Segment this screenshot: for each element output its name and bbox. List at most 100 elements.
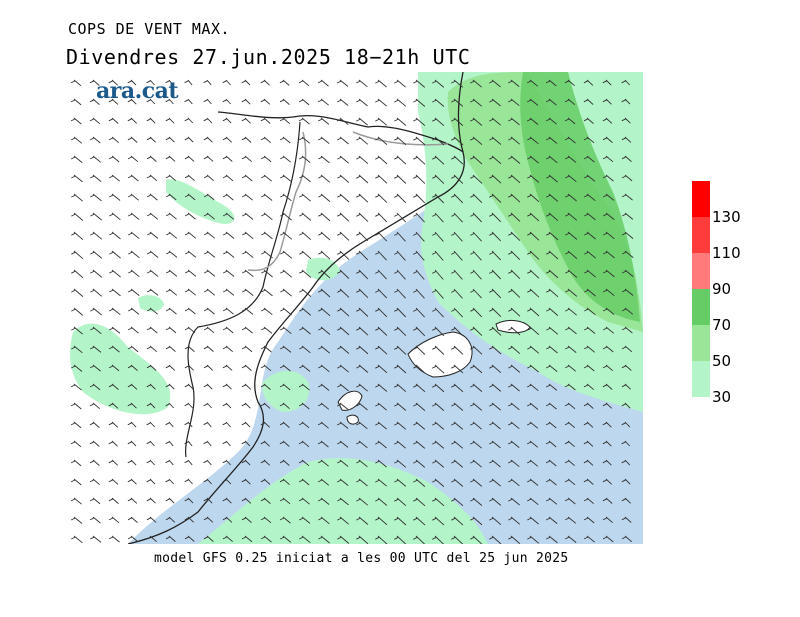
wind-barb	[564, 383, 576, 391]
wind-barb	[203, 345, 214, 352]
wind-barb	[298, 364, 311, 372]
wind-barb	[70, 497, 82, 505]
wind-barb	[165, 402, 175, 409]
wind-barb	[70, 117, 82, 125]
wind-barb	[90, 269, 103, 278]
wind-barb	[127, 440, 137, 447]
wind-barb	[184, 117, 194, 124]
gust-zone-30-inland-b	[138, 295, 164, 312]
wind-barb	[375, 269, 387, 280]
wind-barb	[241, 383, 252, 390]
wind-barb	[508, 402, 520, 411]
model-footer: model GFS 0.25 iniciat a les 00 UTC del …	[154, 551, 569, 566]
wind-barb	[602, 326, 615, 334]
wind-barb	[146, 307, 158, 315]
wind-barb	[507, 459, 520, 468]
wind-barb	[489, 421, 501, 430]
wind-barb	[545, 516, 558, 524]
wind-barb	[71, 345, 83, 354]
wind-barb	[432, 345, 445, 355]
wind-barb	[184, 79, 193, 86]
wind-barb	[241, 98, 251, 105]
wind-barb	[413, 364, 426, 374]
wind-barb	[280, 307, 292, 316]
wind-barb	[451, 497, 464, 507]
wind-barb	[564, 440, 575, 448]
wind-barb	[432, 307, 444, 318]
wind-barb	[279, 421, 290, 428]
wind-barb	[621, 421, 631, 428]
wind-barb	[71, 326, 83, 335]
wind-barb	[165, 117, 175, 124]
wind-barb	[394, 269, 406, 280]
wind-barb	[394, 212, 407, 223]
wind-barb	[584, 250, 596, 259]
international-border	[217, 111, 464, 153]
wind-barb	[260, 136, 271, 144]
wind-barb	[318, 345, 330, 354]
wind-barb	[222, 364, 233, 371]
wind-barb	[203, 212, 215, 220]
wind-barb	[337, 345, 350, 354]
wind-barb	[546, 193, 559, 202]
wind-barb	[526, 497, 539, 506]
wind-barb	[146, 402, 156, 409]
wind-barb	[165, 516, 176, 523]
wind-barb	[508, 326, 521, 336]
wind-barb	[527, 174, 540, 183]
wind-barb	[70, 459, 82, 467]
wind-barb	[146, 459, 155, 466]
wind-barb	[260, 421, 271, 428]
wind-barb	[526, 79, 539, 87]
wind-barb	[489, 478, 501, 487]
wind-barb	[222, 421, 231, 428]
wind-barb	[356, 250, 369, 261]
wind-barb	[583, 117, 594, 124]
wind-barb	[564, 402, 576, 410]
wind-barb	[128, 269, 140, 278]
wind-barb	[489, 345, 502, 355]
wind-barb	[108, 326, 121, 334]
wind-barb	[413, 497, 426, 507]
wind-barb	[602, 136, 613, 143]
wind-barb	[375, 212, 388, 223]
wind-barb	[89, 497, 101, 505]
wind-barb	[260, 307, 273, 316]
wind-barb	[298, 402, 310, 410]
wind-barb	[146, 497, 156, 504]
wind-barb	[70, 478, 82, 486]
wind-barb	[451, 117, 464, 126]
wind-barb	[621, 98, 631, 105]
wind-barb	[299, 250, 312, 260]
wind-barb	[184, 402, 193, 409]
wind-barb	[146, 421, 156, 428]
wind-barb	[546, 288, 559, 298]
wind-barb	[108, 98, 119, 105]
wind-barb	[298, 459, 310, 467]
wind-barb	[222, 79, 231, 86]
wind-barb	[412, 250, 425, 261]
wind-barb	[298, 497, 310, 505]
wind-barb	[279, 136, 291, 144]
wind-barb	[564, 478, 576, 486]
wind-barb	[127, 155, 139, 163]
wind-barb	[564, 174, 577, 183]
wind-barb	[451, 231, 463, 242]
wind-barb	[565, 250, 578, 259]
wind-barb	[260, 383, 271, 390]
wind-barb	[184, 459, 193, 466]
wind-barb	[241, 345, 253, 353]
wind-barb	[184, 288, 196, 296]
wind-barb	[432, 326, 445, 337]
wind-barb	[451, 364, 464, 374]
wind-barb	[108, 79, 119, 86]
wind-barb	[413, 98, 426, 107]
wind-barb	[545, 478, 557, 486]
wind-barb	[583, 535, 595, 543]
wind-barb	[241, 440, 251, 447]
wind-barb	[584, 269, 596, 278]
wind-barb	[546, 535, 558, 544]
wind-barb	[298, 478, 310, 486]
wind-barb	[545, 497, 558, 505]
wind-barb	[375, 136, 388, 145]
